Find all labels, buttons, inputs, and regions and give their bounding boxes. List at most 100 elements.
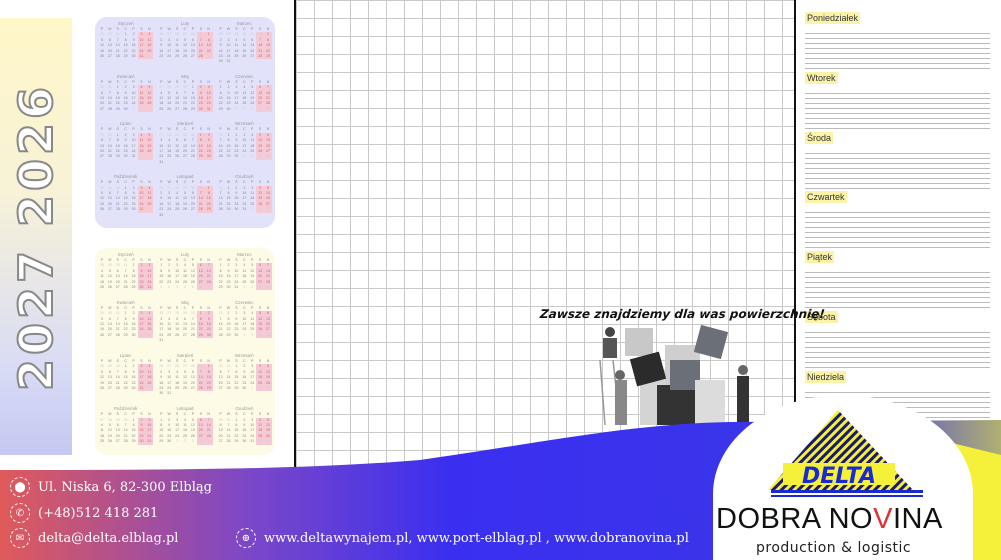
calendar-day: 12 [242, 43, 247, 48]
calendar-day: 31 [196, 32, 205, 38]
calendar-day: 30 [226, 417, 231, 422]
calendar-day: 5 [176, 316, 179, 321]
note-lines[interactable] [805, 208, 990, 253]
calendar-day: 1 [132, 263, 135, 268]
note-lines[interactable] [805, 148, 990, 193]
calendar-day: 18 [99, 279, 104, 284]
calendar-day: 6 [191, 369, 194, 374]
calendar-day: 3 [256, 285, 265, 291]
calendar-day: 1 [137, 154, 146, 160]
weekday-header: W [108, 27, 112, 31]
calendar-day: 20 [256, 96, 265, 102]
calendar-day: 8 [219, 90, 222, 95]
calendar-day: 12 [99, 322, 104, 327]
phone-icon: ✆ [10, 503, 30, 523]
weekday-header: Ś [235, 359, 238, 363]
calendar-day: 30 [226, 106, 231, 111]
calendar-day: 11 [250, 316, 255, 321]
weekday-header: P [132, 359, 135, 363]
weekday-header: W [108, 258, 112, 262]
calendar-day: 24 [226, 54, 231, 59]
month-name: Wrzesień [234, 353, 254, 358]
note-lines[interactable] [805, 29, 990, 73]
calendar-day: 3 [168, 369, 171, 374]
weekday-header: N [266, 305, 270, 310]
calendar-day: 29 [218, 417, 223, 422]
note-lines[interactable] [805, 88, 990, 133]
month-name: Marzec [236, 252, 252, 257]
weekday-header: N [266, 27, 270, 31]
calendar-day: 20 [107, 48, 112, 53]
calendar-day: 1 [196, 311, 205, 317]
calendar-day: 30 [131, 386, 136, 391]
calendar-day: 29 [218, 106, 223, 111]
calendar-day: 11 [242, 268, 247, 273]
calendar-day: 22 [123, 327, 128, 332]
calendar-day: 28 [196, 386, 205, 392]
calendar-day: 8 [124, 316, 127, 321]
calendar-day: 4 [183, 263, 186, 268]
calendar-day: 8 [196, 316, 205, 323]
calendar-day: 27 [256, 279, 265, 286]
calendar-day: 30 [107, 32, 112, 37]
calendar-day: 15 [226, 322, 231, 327]
calendar-day: 21 [182, 101, 187, 106]
calendar-day: 16 [131, 43, 136, 48]
calendar-day: 4 [137, 85, 146, 91]
weekday-header: P [191, 305, 195, 310]
calendar-day: 4 [145, 32, 154, 38]
note-lines[interactable] [805, 268, 990, 313]
weekday-header: Ś [235, 305, 238, 310]
calendar-day: 2 [132, 364, 135, 369]
calendar-day: 6 [196, 263, 205, 269]
month: Styczeń P W Ś C P S N 28 29 30 31 1 2 3 4 5 6 7 8 9 10 11 12 13 1… [98, 252, 154, 297]
calendar-day: 6 [264, 185, 272, 191]
calendar-day: 4 [100, 268, 103, 273]
calendar-day: 25 [99, 285, 104, 290]
calendar-day: 1 [116, 85, 119, 90]
calendar-day: 8 [204, 37, 213, 44]
month: Listopad P W Ś C P S N 26 27 28 29 30 31 1 2 3 4 5 6 7 8 9 10 11… [157, 174, 213, 224]
calendar-day: 16 [159, 48, 164, 53]
calendar-day: 30 [159, 391, 164, 396]
calendar-day: 4 [256, 364, 265, 370]
weekday-header: W [226, 127, 231, 132]
calendar-day: 27 [115, 285, 120, 290]
calendar-day: 9 [160, 196, 163, 201]
calendar-day: 14 [115, 196, 120, 201]
calendar-day: 24 [242, 148, 247, 153]
calendar-day: 25 [242, 101, 247, 106]
note-lines[interactable] [805, 327, 990, 372]
calendar-day: 29 [264, 54, 272, 60]
calendar-day: 15 [123, 322, 128, 327]
calendar-day: 15 [226, 143, 231, 148]
calendar-day: 20 [190, 48, 195, 53]
weekday-header: S [140, 359, 143, 363]
calendar-day: 13 [190, 43, 195, 48]
calendar-day: 7 [124, 268, 127, 273]
day-label: Czwartek [805, 191, 847, 204]
calendar-day: 26 [175, 332, 180, 337]
calendar-day: 25 [145, 380, 154, 387]
weekday-header: S [140, 305, 143, 310]
calendar-day: 1 [160, 285, 163, 290]
weekday-header: S [199, 412, 202, 417]
calendar-day: 24 [175, 279, 180, 284]
calendar-day: 29 [226, 207, 231, 212]
calendar-day: 16 [131, 196, 136, 201]
calendar-day: 10 [242, 138, 247, 143]
weekday-header: P [160, 412, 163, 417]
calendar-day: 31 [115, 311, 120, 316]
day-1: Wtorek [805, 68, 990, 133]
weekday-header: P [160, 79, 163, 84]
calendar-day: 15 [123, 43, 128, 48]
calendar-day: 16 [123, 143, 128, 148]
calendar-day: 3 [176, 417, 179, 422]
calendar-day: 11 [175, 196, 179, 201]
weekday-header: N [207, 180, 210, 185]
weekday-header: P [100, 180, 104, 185]
calendar-day: 23 [131, 327, 136, 332]
calendar-day: 11 [145, 369, 154, 376]
weekday-header: P [251, 258, 254, 262]
calendar-day: 30 [196, 106, 205, 113]
